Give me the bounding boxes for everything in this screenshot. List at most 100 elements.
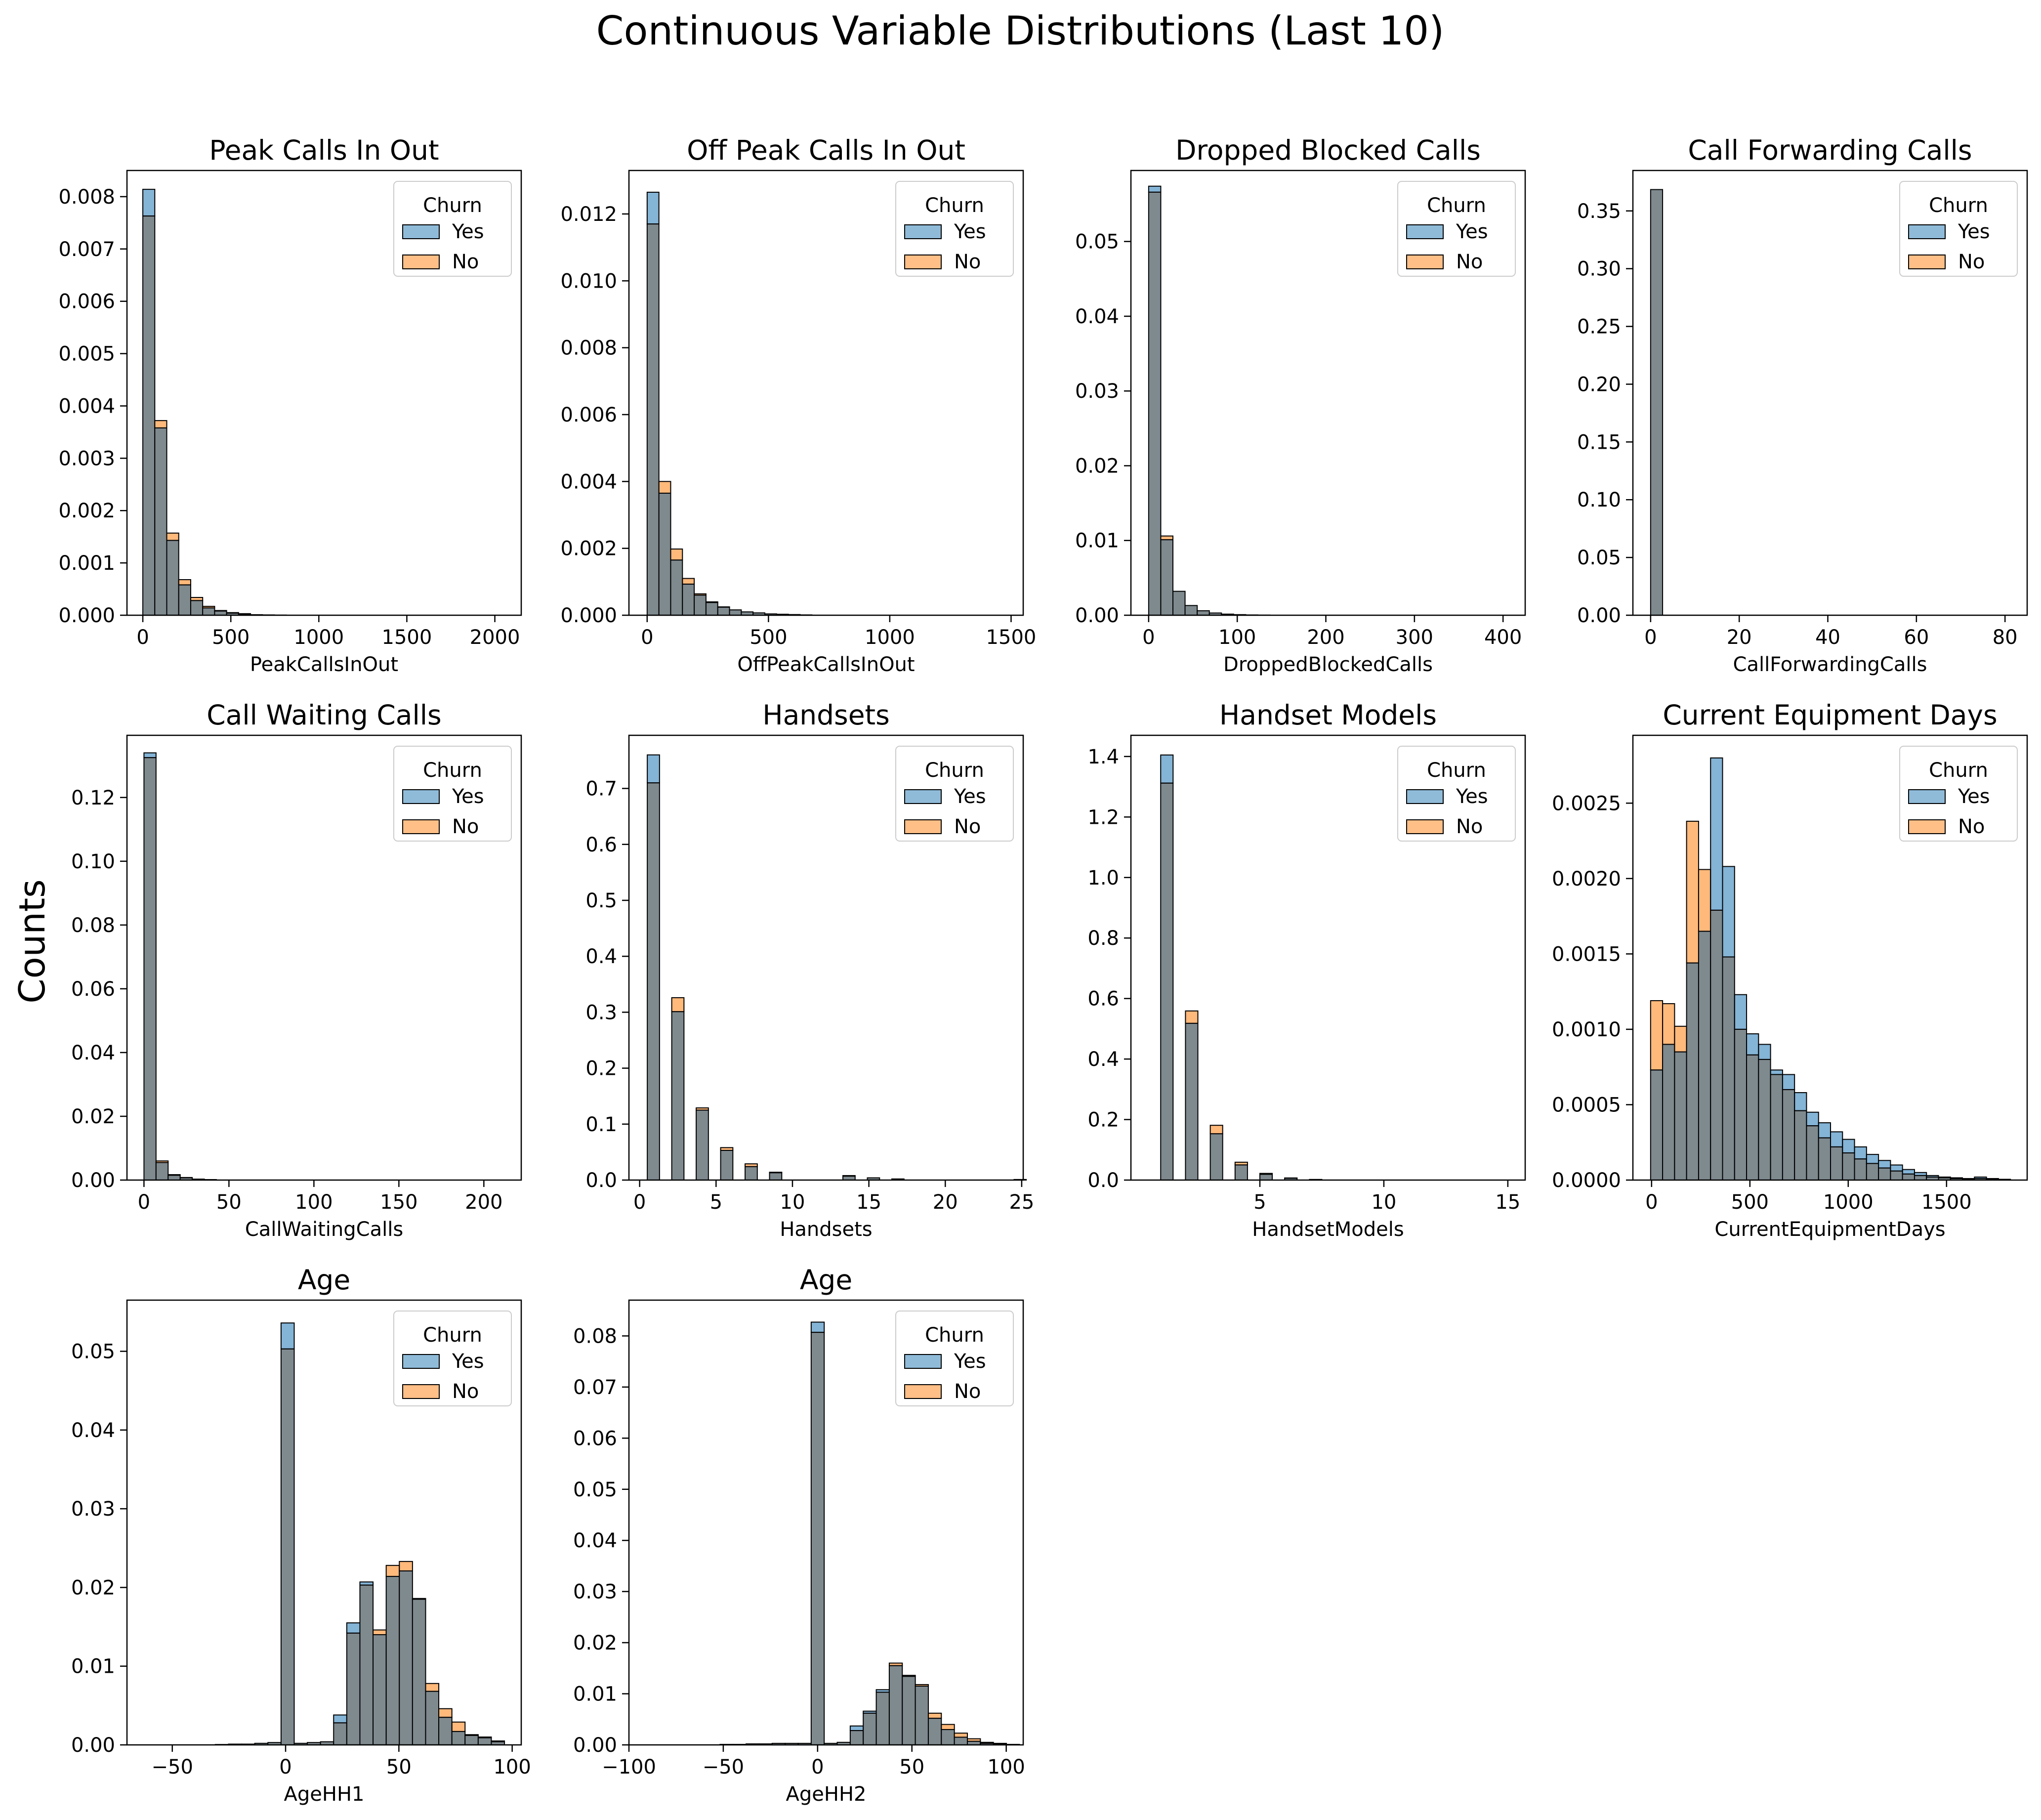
legend-item-no: No: [452, 815, 479, 838]
y-tick-label: 0.35: [1577, 200, 1621, 223]
x-tick-label: 0: [136, 626, 149, 649]
legend-item-no: No: [1958, 815, 1985, 838]
y-tick-label: 0.01: [71, 1655, 115, 1678]
bar-overlap: [166, 540, 179, 616]
bar-yes: [1782, 1074, 1795, 1090]
x-tick-label: 15: [1495, 1191, 1520, 1214]
subplot-title: Age: [800, 1264, 852, 1296]
x-axis-label: DroppedBlockedCalls: [1223, 653, 1433, 676]
y-tick-label: 0.04: [71, 1042, 115, 1064]
legend-box: [1397, 181, 1516, 277]
y-tick-label: 0.02: [1075, 455, 1119, 477]
x-axis-label: OffPeakCallsInOut: [737, 653, 915, 676]
y-tick-label: 0.6: [585, 834, 617, 856]
legend-swatch-no: [402, 254, 440, 269]
subplot-title: Current Equipment Days: [1663, 699, 1997, 731]
x-tick-label: 0: [633, 1191, 646, 1214]
bar-yes: [646, 191, 660, 225]
legend-item-no: No: [452, 251, 479, 273]
y-tick-label: 0.008: [560, 337, 617, 360]
y-tick-label: 0.05: [1577, 547, 1621, 569]
y-tick-label: 0.0: [1087, 1169, 1119, 1192]
bar-yes: [849, 1725, 864, 1732]
histogram-bars: [719, 1321, 1020, 1746]
x-tick-label: −50: [152, 1756, 193, 1778]
x-tick-label: 0: [811, 1756, 824, 1778]
bar-yes: [1794, 1092, 1807, 1111]
bar-overlap: [1710, 909, 1723, 1181]
subplot-title: Handset Models: [1219, 699, 1437, 731]
legend-box: [895, 181, 1014, 277]
histogram-bars: [647, 754, 1027, 1181]
bar-overlap: [477, 1737, 492, 1746]
bar-no: [658, 481, 671, 494]
y-tick-label: 0.05: [1075, 231, 1119, 254]
x-tick-label: 0: [1142, 626, 1155, 649]
y-tick-label: 0.07: [573, 1376, 617, 1399]
bar-overlap: [863, 1712, 877, 1745]
y-tick-label: 0.0015: [1552, 943, 1621, 966]
bar-overlap: [875, 1692, 890, 1745]
bar-overlap: [1866, 1163, 1879, 1181]
axes-frame: [126, 734, 522, 1181]
legend-swatch-yes: [402, 789, 440, 804]
bar-overlap: [385, 1576, 400, 1745]
x-tick-label: 1000: [865, 626, 915, 649]
subplot-1: Peak Calls In Out PeakCallsInOut 0 500 1000 1…: [58, 134, 522, 676]
bar-overlap: [705, 602, 718, 616]
x-axis-label: CurrentEquipmentDays: [1714, 1218, 1945, 1241]
legend-swatch-yes: [402, 224, 440, 239]
y-tick-label: 0.2: [1087, 1109, 1119, 1132]
bar-yes: [1758, 1044, 1771, 1060]
axes-frame: [1632, 734, 2028, 1181]
x-axis-label: HandsetModels: [1252, 1218, 1404, 1241]
y-tick-label: 0.08: [71, 914, 115, 937]
bar-yes: [1806, 1111, 1819, 1127]
legend-swatch-no: [1908, 254, 1946, 269]
bar-no: [154, 420, 167, 428]
bar-no: [373, 1629, 387, 1635]
bar-yes: [1830, 1131, 1843, 1147]
bar-overlap: [438, 1717, 453, 1746]
bar-overlap: [1148, 191, 1162, 616]
legend: Churn Yes No: [1899, 181, 2018, 277]
bar-yes: [1160, 754, 1174, 784]
bar-overlap: [769, 1172, 783, 1181]
subplot-title: Call Forwarding Calls: [1688, 134, 1972, 166]
bar-overlap: [1197, 610, 1210, 616]
y-tick-label: 0.00: [573, 1734, 617, 1757]
bar-yes: [346, 1622, 361, 1634]
bar-overlap: [1770, 1074, 1783, 1181]
subplot-title: Dropped Blocked Calls: [1175, 134, 1481, 166]
legend: Churn Yes No: [895, 181, 1014, 277]
x-tick-label: 2000: [470, 626, 520, 649]
bar-yes: [1902, 1169, 1915, 1175]
x-tick-label: 50: [216, 1191, 242, 1214]
legend-item-yes: Yes: [1958, 785, 1990, 808]
bar-overlap: [359, 1584, 374, 1746]
legend-item-no: No: [452, 1380, 479, 1403]
axes-frame: [628, 1299, 1024, 1746]
bar-overlap: [1746, 1054, 1759, 1181]
legend-box: [1899, 181, 2018, 277]
x-tick-label: 1500: [986, 626, 1037, 649]
x-tick-label: 1500: [382, 626, 432, 649]
legend-item-no: No: [1456, 815, 1483, 838]
bar-overlap: [646, 223, 660, 616]
legend-swatch-no: [904, 1384, 942, 1399]
legend-swatch-yes: [1908, 789, 1946, 804]
legend-item-yes: Yes: [954, 1350, 986, 1373]
axes-frame: [628, 169, 1024, 616]
y-tick-label: 0.002: [58, 500, 115, 522]
y-tick-label: 1.0: [1087, 867, 1119, 889]
bar-overlap: [1209, 1133, 1223, 1181]
bar-overlap: [280, 1348, 295, 1745]
bar-overlap: [647, 782, 660, 1181]
bar-overlap: [1698, 931, 1711, 1181]
y-tick-label: 0.12: [71, 787, 115, 809]
legend-box: [393, 746, 512, 842]
subplot-4: Call Forwarding Calls CallForwardingCalls…: [1577, 134, 2028, 676]
legend-item-yes: Yes: [452, 220, 484, 243]
bar-yes: [1746, 1033, 1759, 1056]
bar-overlap: [745, 1166, 758, 1181]
